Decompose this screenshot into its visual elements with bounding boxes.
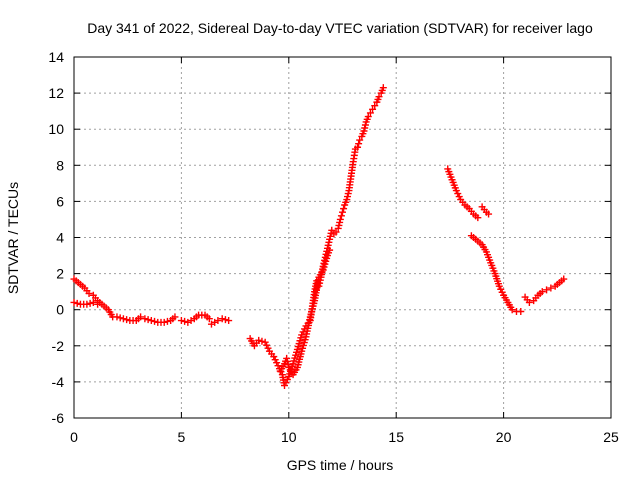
data-point	[364, 113, 372, 121]
data-point	[328, 226, 336, 234]
data-point	[160, 318, 168, 326]
x-tick-label: 0	[70, 429, 78, 445]
data-point	[538, 288, 546, 296]
data-point	[123, 316, 131, 324]
data-point	[379, 84, 387, 92]
data-point	[332, 228, 340, 236]
data-point	[326, 246, 334, 254]
chart-title: Day 341 of 2022, Sidereal Day-to-day VTE…	[87, 20, 593, 36]
y-tick-label: 14	[48, 49, 64, 65]
data-point	[73, 299, 81, 307]
data-point	[70, 298, 78, 306]
data-point	[116, 314, 124, 322]
data-point	[543, 286, 551, 294]
y-tick-label: 6	[56, 193, 64, 209]
data-point	[371, 102, 379, 110]
data-point	[151, 317, 159, 325]
data-point	[205, 315, 213, 323]
data-point	[144, 316, 152, 324]
data-point	[366, 109, 374, 117]
x-tick-label: 20	[496, 429, 512, 445]
data-point	[141, 315, 149, 323]
data-point	[547, 284, 555, 292]
data-point	[340, 205, 348, 213]
y-tick-label: 4	[56, 230, 64, 246]
data-point	[375, 93, 383, 101]
data-point	[525, 298, 533, 306]
data-point	[86, 299, 94, 307]
data-marks	[70, 84, 568, 390]
data-point	[356, 136, 364, 144]
data-point	[181, 317, 189, 325]
data-point	[89, 298, 97, 306]
y-tick-label: 8	[56, 157, 64, 173]
grid	[74, 57, 611, 418]
data-point	[354, 143, 362, 151]
data-point	[225, 317, 233, 325]
y-tick-label: -4	[52, 374, 65, 390]
data-point	[474, 214, 482, 222]
x-tick-label: 5	[178, 429, 186, 445]
data-point	[560, 275, 568, 283]
y-tick-label: -2	[52, 338, 65, 354]
y-tick-label: 12	[48, 85, 64, 101]
data-point	[508, 306, 516, 314]
x-tick-label: 25	[603, 429, 619, 445]
x-tick-label: 10	[281, 429, 297, 445]
data-point	[94, 300, 102, 308]
data-point	[369, 105, 377, 113]
data-point	[255, 336, 263, 344]
y-axis-label: SDTVAR / TECUs	[5, 182, 21, 294]
data-point	[83, 300, 91, 308]
data-point	[517, 308, 525, 316]
data-point	[137, 313, 145, 321]
data-point	[258, 337, 266, 345]
data-point	[218, 315, 226, 323]
data-point	[177, 317, 185, 325]
data-point	[171, 313, 179, 321]
data-point	[485, 210, 493, 218]
data-point	[221, 316, 229, 324]
y-tick-label: -6	[52, 410, 65, 426]
data-point	[113, 313, 121, 321]
data-point	[337, 212, 345, 220]
y-tick-label: 2	[56, 266, 64, 282]
ticks: 0 5 10 15 20 25 -6 -4 -2 0 2 4 6 8 10 12 14	[48, 49, 619, 445]
data-point	[147, 317, 155, 325]
data-point	[339, 208, 346, 216]
data-point	[336, 215, 344, 223]
data-point	[214, 317, 222, 325]
data-point	[355, 140, 363, 148]
data-point	[119, 315, 127, 323]
y-tick-label: 0	[56, 302, 64, 318]
x-axis-label: GPS time / hours	[287, 457, 394, 473]
data-point	[85, 289, 93, 297]
x-tick-label: 15	[388, 429, 404, 445]
y-tick-label: 10	[48, 121, 64, 137]
data-point	[163, 317, 171, 325]
